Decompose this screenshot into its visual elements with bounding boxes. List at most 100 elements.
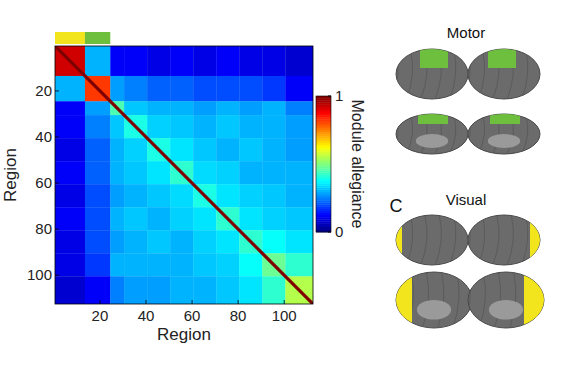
heatmap-cell <box>170 101 193 115</box>
heatmap-cell <box>124 76 147 102</box>
heatmap-cell <box>55 101 85 115</box>
sulcus <box>450 49 456 99</box>
brain-patch <box>490 110 520 124</box>
sulcus <box>464 272 470 328</box>
sulcus <box>464 49 470 99</box>
heatmap-cell <box>110 230 124 253</box>
heatmap <box>55 46 313 304</box>
sulcus <box>493 215 499 265</box>
brain-view <box>464 272 546 328</box>
colorbar-tick <box>328 232 331 233</box>
heatmap-cell <box>110 276 124 304</box>
heatmap-cell <box>147 46 170 76</box>
brain-patch <box>390 272 412 328</box>
x-tick-label: 100 <box>272 307 297 324</box>
heatmap-cell <box>239 253 262 276</box>
sulcus <box>522 114 528 154</box>
heatmap-cell <box>193 46 216 76</box>
heatmap-cell <box>239 276 262 304</box>
heatmap-cell <box>193 230 216 253</box>
heatmap-cell <box>262 230 285 253</box>
heatmap-cell <box>285 207 313 230</box>
x-tick-label: 20 <box>92 307 109 324</box>
heatmap-cell <box>170 230 193 253</box>
brain-patch <box>418 110 448 124</box>
heatmap-cell <box>147 184 170 207</box>
heatmap-cell <box>262 115 285 138</box>
sulcus <box>392 49 398 99</box>
heatmap-cell <box>147 115 170 138</box>
heatmap-cell <box>285 230 313 253</box>
heatmap-cell <box>147 253 170 276</box>
heatmap-cell <box>285 161 313 184</box>
sulcus <box>507 215 513 265</box>
sulcus <box>450 114 456 154</box>
heatmap-cell <box>147 161 170 184</box>
heatmap-cell <box>85 207 111 230</box>
heatmap-cell <box>262 76 285 102</box>
sulcus <box>494 272 500 328</box>
heatmap-cell <box>124 46 147 76</box>
heatmap-cell <box>193 276 216 304</box>
heatmap-cell <box>285 76 313 102</box>
medial-wall <box>488 134 520 148</box>
heatmap-cell <box>193 115 216 138</box>
sulcus <box>450 215 456 265</box>
heatmap-cell <box>216 101 239 115</box>
heatmap-cell <box>55 184 85 207</box>
colorbar <box>316 96 331 232</box>
brain-patch <box>488 40 516 68</box>
x-tick <box>99 300 100 304</box>
heatmap-cell <box>110 253 124 276</box>
heatmap-cell <box>55 253 85 276</box>
heatmap-cell <box>55 230 85 253</box>
heatmap-cell <box>110 46 124 76</box>
y-axis-label: Region <box>1 148 20 202</box>
heatmap-cell <box>170 76 193 102</box>
x-tick <box>284 300 285 304</box>
heatmap-cell <box>262 138 285 161</box>
heatmap-cell <box>55 161 85 184</box>
brain-view <box>392 40 468 99</box>
heatmap-cell <box>110 184 124 207</box>
colorbar-tick <box>328 96 331 97</box>
x-tick-label: 40 <box>138 307 155 324</box>
diagonal <box>55 46 313 304</box>
heatmap-cell <box>216 276 239 304</box>
heatmap-cell <box>124 138 147 161</box>
heatmap-cell <box>285 138 313 161</box>
medial-wall <box>489 300 523 320</box>
heatmap-cell <box>55 276 85 304</box>
heatmap-cell <box>170 276 193 304</box>
heatmap-cell <box>216 184 239 207</box>
brain-patch <box>524 272 546 328</box>
heatmap-cell <box>216 76 239 102</box>
sulcus <box>435 215 441 265</box>
heatmap-cell <box>170 138 193 161</box>
plot-frame <box>55 46 313 304</box>
sulcus <box>406 49 412 99</box>
heatmap-cell <box>216 46 239 76</box>
brain-patch <box>420 40 448 68</box>
heatmap-cell <box>239 184 262 207</box>
heatmap-cell <box>110 138 124 161</box>
sulcus <box>464 114 470 154</box>
heatmap-cell <box>285 46 313 76</box>
sulcus <box>522 215 528 265</box>
heatmap-cell <box>239 101 262 115</box>
heatmap-cell <box>110 161 124 184</box>
heatmap-cell <box>216 253 239 276</box>
heatmap-cell <box>85 276 111 304</box>
sulcus <box>422 272 428 328</box>
figure: 2040608010020406080100RegionRegion01Modu… <box>0 0 570 370</box>
brain-view <box>390 215 468 270</box>
sulcus <box>478 114 484 154</box>
heatmap-cell <box>262 161 285 184</box>
heatmap-cell <box>147 230 170 253</box>
module-bar <box>85 32 110 44</box>
sulcus <box>406 215 412 265</box>
heatmap-cell <box>170 207 193 230</box>
brain-view <box>464 215 542 270</box>
sulcus <box>522 49 528 99</box>
brain-view <box>390 272 472 328</box>
